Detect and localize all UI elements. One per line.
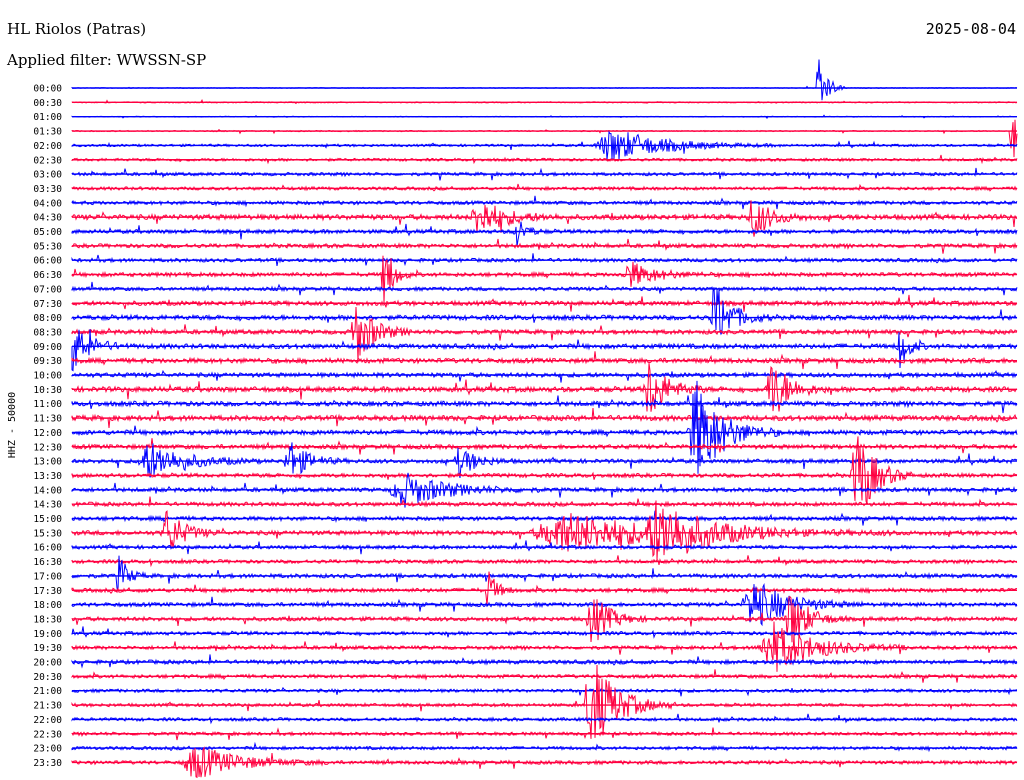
time-tick-label: 15:30 xyxy=(33,528,62,539)
trace-line xyxy=(71,626,1018,639)
time-tick-label: 16:00 xyxy=(33,543,62,554)
trace-line xyxy=(71,119,1018,158)
time-tick-label: 05:00 xyxy=(33,227,62,238)
time-tick-label: 12:00 xyxy=(33,428,62,439)
trace-line xyxy=(71,621,1018,672)
y-axis-label: HHZ - 50000 xyxy=(7,392,18,458)
time-tick-label: 13:30 xyxy=(33,471,62,482)
time-tick-label: 23:00 xyxy=(33,744,62,755)
trace-line xyxy=(71,200,1018,237)
time-tick-label: 01:00 xyxy=(33,112,62,123)
trace-line xyxy=(71,306,1018,363)
time-tick-label: 22:00 xyxy=(33,715,62,726)
time-tick-label: 10:00 xyxy=(33,371,62,382)
time-tick-label: 15:00 xyxy=(33,514,62,525)
time-tick-label: 16:30 xyxy=(33,557,62,568)
time-tick-label: 05:30 xyxy=(33,241,62,252)
time-tick-label: 14:30 xyxy=(33,500,62,511)
time-tick-label: 19:00 xyxy=(33,629,62,640)
time-tick-label: 19:30 xyxy=(33,643,62,654)
trace-line xyxy=(71,500,1018,561)
time-tick-label: 18:30 xyxy=(33,614,62,625)
time-tick-label: 08:30 xyxy=(33,327,62,338)
trace-line xyxy=(71,713,1018,725)
trace-line xyxy=(71,255,1018,304)
time-tick-label: 08:00 xyxy=(33,313,62,324)
time-tick-label: 04:00 xyxy=(33,198,62,209)
time-tick-label: 02:30 xyxy=(33,155,62,166)
time-tick-label: 02:00 xyxy=(33,141,62,152)
time-tick-label: 11:30 xyxy=(33,414,62,425)
time-tick-label: 21:00 xyxy=(33,686,62,697)
time-tick-label: 03:30 xyxy=(33,184,62,195)
time-tick-label: 00:30 xyxy=(33,98,62,109)
trace-line xyxy=(71,654,1018,669)
trace-line xyxy=(71,154,1018,165)
time-tick-label: 17:30 xyxy=(33,586,62,597)
time-tick-label: 06:00 xyxy=(33,256,62,267)
filter-label: Applied filter: WWSSN-SP xyxy=(7,51,207,69)
trace-line xyxy=(71,287,1018,336)
time-tick-label: 01:30 xyxy=(33,127,62,138)
trace-line xyxy=(71,496,1018,508)
time-tick-label: 11:00 xyxy=(33,399,62,410)
time-tick-label: 07:30 xyxy=(33,299,62,310)
time-tick-label: 04:30 xyxy=(33,213,62,224)
trace-line xyxy=(71,741,1018,753)
time-tick-label: 22:30 xyxy=(33,729,62,740)
time-tick-label: 20:30 xyxy=(33,672,62,683)
trace-line xyxy=(71,351,1018,370)
time-tick-label: 03:00 xyxy=(33,170,62,181)
trace-line xyxy=(71,183,1018,192)
time-tick-label: 18:00 xyxy=(33,600,62,611)
time-tick-label: 09:00 xyxy=(33,342,62,353)
time-tick-label: 14:00 xyxy=(33,485,62,496)
trace-line xyxy=(71,686,1018,697)
date-label: 2025-08-04 xyxy=(925,20,1016,38)
station-title: HL Riolos (Patras) xyxy=(7,20,147,38)
trace-line xyxy=(71,369,1017,383)
time-tick-label: 21:30 xyxy=(33,701,62,712)
time-tick-label: 10:30 xyxy=(33,385,62,396)
time-tick-label: 07:00 xyxy=(33,284,62,295)
trace-line xyxy=(71,221,1018,247)
time-tick-label: 09:30 xyxy=(33,356,62,367)
time-tick-label: 23:30 xyxy=(33,758,62,769)
time-tick-label: 00:00 xyxy=(33,84,62,95)
time-tick-label: 06:30 xyxy=(33,270,62,281)
trace-line xyxy=(71,555,1018,592)
trace-line xyxy=(71,329,1018,372)
trace-line xyxy=(71,555,1018,568)
time-tick-label: 13:00 xyxy=(33,457,62,468)
time-tick-label: 17:00 xyxy=(33,571,62,582)
trace-line xyxy=(71,59,1018,101)
time-tick-label: 20:00 xyxy=(33,658,62,669)
time-tick-label: 12:30 xyxy=(33,442,62,453)
trace-line xyxy=(71,669,1018,683)
